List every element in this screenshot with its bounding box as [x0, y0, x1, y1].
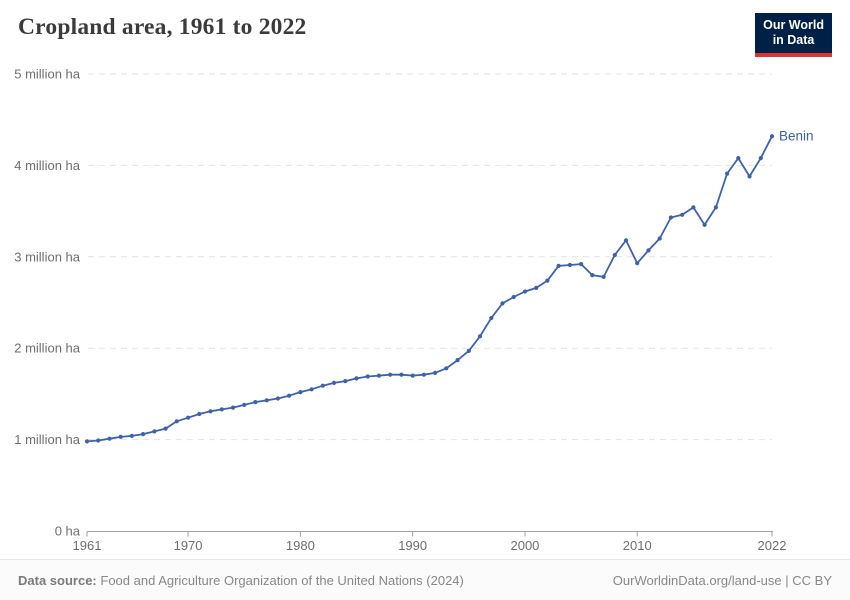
- data-point[interactable]: [444, 366, 449, 371]
- owid-logo-line1: Our World: [763, 18, 824, 32]
- data-point[interactable]: [725, 171, 730, 176]
- data-point[interactable]: [567, 262, 573, 268]
- x-axis-tick-label: 1961: [73, 538, 102, 553]
- data-point[interactable]: [601, 274, 606, 279]
- data-point[interactable]: [208, 409, 213, 414]
- data-point[interactable]: [219, 407, 224, 412]
- y-axis-tick-label: 4 million ha: [14, 158, 81, 173]
- data-point[interactable]: [264, 398, 269, 403]
- data-point[interactable]: [410, 373, 415, 378]
- data-point[interactable]: [590, 273, 595, 278]
- data-point[interactable]: [376, 373, 382, 378]
- data-point[interactable]: [477, 334, 483, 339]
- footer-separator: |: [785, 572, 789, 588]
- data-point[interactable]: [343, 379, 348, 384]
- data-point[interactable]: [668, 215, 674, 220]
- x-axis-tick-label: 1970: [174, 538, 203, 553]
- data-point[interactable]: [186, 415, 191, 420]
- data-point[interactable]: [657, 236, 662, 241]
- data-point[interactable]: [287, 393, 292, 398]
- data-source: Data source: Food and Agriculture Organi…: [18, 573, 464, 588]
- data-point[interactable]: [320, 383, 325, 388]
- y-axis-tick-label: 0 ha: [55, 524, 81, 539]
- line-chart: 0 ha 1 million ha 2 million ha 3 million ha…: [14, 67, 814, 554]
- data-point[interactable]: [253, 400, 258, 405]
- data-point[interactable]: [163, 426, 168, 431]
- data-point[interactable]: [230, 405, 236, 410]
- data-point[interactable]: [331, 380, 337, 385]
- data-point[interactable]: [545, 278, 550, 283]
- x-axis-tick-label: 1990: [398, 538, 427, 553]
- x-axis-tick-label: 2010: [623, 538, 652, 553]
- data-point[interactable]: [421, 372, 426, 377]
- y-axis-tick-label: 3 million ha: [14, 249, 81, 264]
- data-point[interactable]: [84, 439, 90, 444]
- data-point[interactable]: [511, 294, 516, 300]
- y-axis-tick-label: 1 million ha: [14, 432, 81, 447]
- data-point[interactable]: [612, 252, 617, 258]
- data-point[interactable]: [489, 315, 494, 321]
- data-point[interactable]: [769, 134, 775, 139]
- data-point[interactable]: [623, 238, 629, 243]
- data-point[interactable]: [96, 438, 101, 443]
- data-point[interactable]: [522, 289, 528, 294]
- data-point[interactable]: [433, 370, 438, 375]
- series-label[interactable]: Benin: [779, 129, 814, 144]
- data-source-label: Data source:: [18, 572, 97, 588]
- owid-logo[interactable]: Our World in Data: [755, 13, 832, 57]
- data-point[interactable]: [354, 376, 359, 381]
- data-line: [86, 135, 773, 443]
- data-point[interactable]: [556, 263, 561, 268]
- data-point[interactable]: [713, 205, 719, 210]
- data-point[interactable]: [399, 372, 404, 377]
- data-point[interactable]: [309, 387, 314, 392]
- data-point[interactable]: [141, 432, 146, 437]
- data-source-text: Food and Agriculture Organization of the…: [100, 572, 464, 588]
- data-point[interactable]: [129, 433, 134, 438]
- data-point[interactable]: [646, 248, 651, 253]
- x-axis-tick-label: 2000: [510, 538, 539, 553]
- data-point[interactable]: [579, 262, 584, 267]
- data-point[interactable]: [691, 205, 696, 210]
- data-point[interactable]: [466, 348, 471, 353]
- data-point[interactable]: [388, 372, 393, 377]
- data-point[interactable]: [242, 402, 247, 407]
- data-point[interactable]: [275, 396, 280, 401]
- x-axis-tick-label: 1980: [286, 538, 315, 553]
- data-point[interactable]: [152, 429, 157, 434]
- data-point[interactable]: [635, 261, 640, 266]
- owid-logo-line2: in Data: [772, 33, 815, 48]
- y-axis-tick-label: 2 million ha: [14, 341, 81, 356]
- data-point[interactable]: [500, 301, 505, 306]
- data-point[interactable]: [107, 436, 112, 441]
- data-point[interactable]: [736, 156, 741, 161]
- page-title: Cropland area, 1961 to 2022: [18, 14, 307, 40]
- data-point[interactable]: [197, 411, 202, 417]
- chart-footer: Data source: Food and Agriculture Organi…: [0, 559, 850, 600]
- y-axis-tick-label: 5 million ha: [14, 67, 81, 82]
- x-axis-tick-label: 2022: [758, 538, 787, 553]
- data-point[interactable]: [455, 358, 460, 363]
- data-point[interactable]: [118, 434, 123, 439]
- data-point[interactable]: [298, 390, 303, 395]
- data-point[interactable]: [702, 222, 707, 227]
- data-point[interactable]: [174, 419, 179, 424]
- data-point[interactable]: [680, 212, 685, 217]
- data-point[interactable]: [365, 374, 370, 379]
- owid-url-link[interactable]: OurWorldinData.org/land-use: [612, 572, 782, 588]
- data-point[interactable]: [534, 285, 539, 290]
- data-point[interactable]: [758, 156, 763, 161]
- data-point[interactable]: [747, 174, 752, 179]
- license-badge: CC BY: [792, 572, 832, 588]
- footer-links: OurWorldinData.org/land-use | CC BY: [613, 573, 832, 588]
